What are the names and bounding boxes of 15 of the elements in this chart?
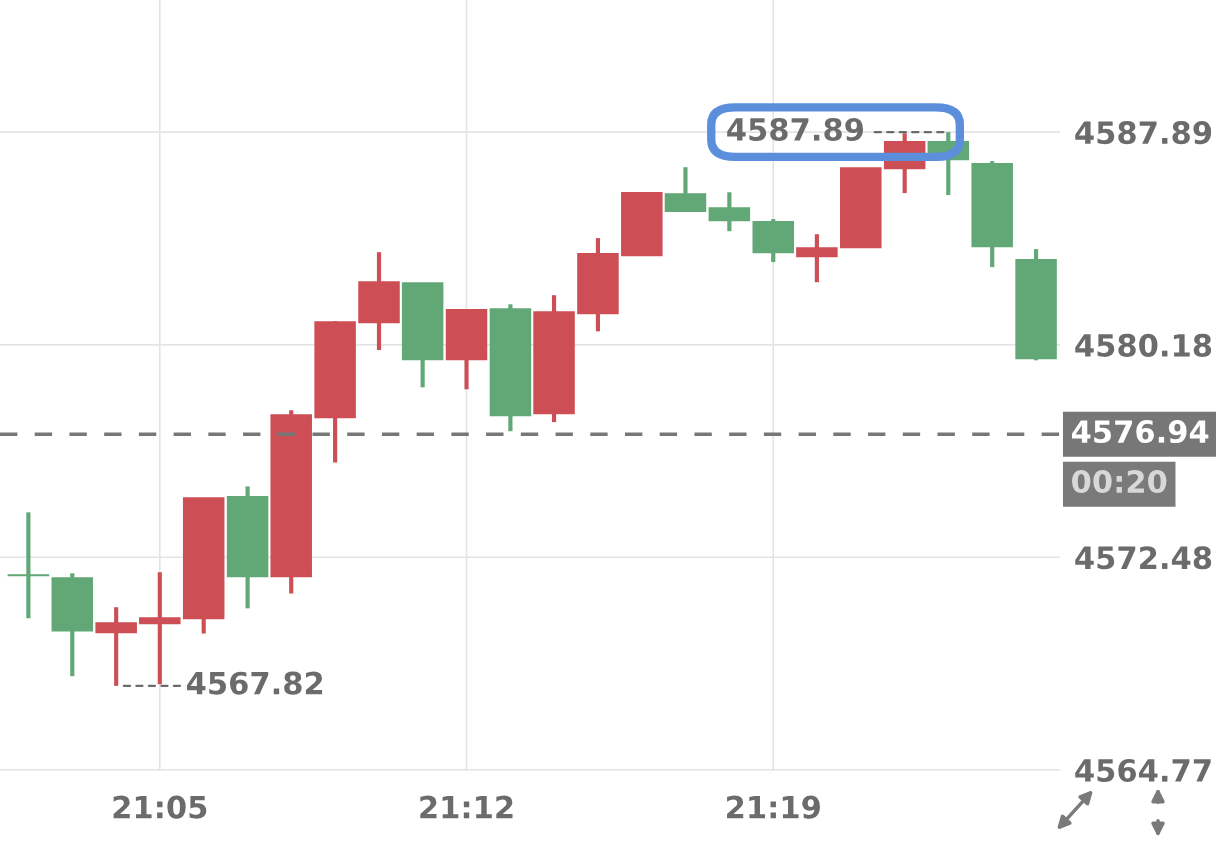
text: 00:20 [1072, 470, 1167, 494]
candlestick [7, 512, 50, 619]
annotation: 4587.89 [727, 117, 864, 142]
x-tick-label: 21:12 [420, 795, 513, 819]
y-tick-label: 4564.77 [1075, 758, 1211, 783]
ref-line-label: 4576.94 [1071, 420, 1209, 444]
x-tick-label: 21:19 [727, 795, 820, 819]
x-tick-label: 21:05 [113, 795, 207, 819]
candlestick [139, 572, 181, 685]
candlestick [796, 234, 838, 283]
y-tick-label: 4580.18 [1075, 333, 1212, 357]
y-tick-label: 4572.48 [1075, 546, 1212, 570]
y-tick-label: 4587.89 [1075, 121, 1212, 145]
candlestick [95, 607, 137, 686]
annotation: 4567.82 [186, 671, 323, 695]
